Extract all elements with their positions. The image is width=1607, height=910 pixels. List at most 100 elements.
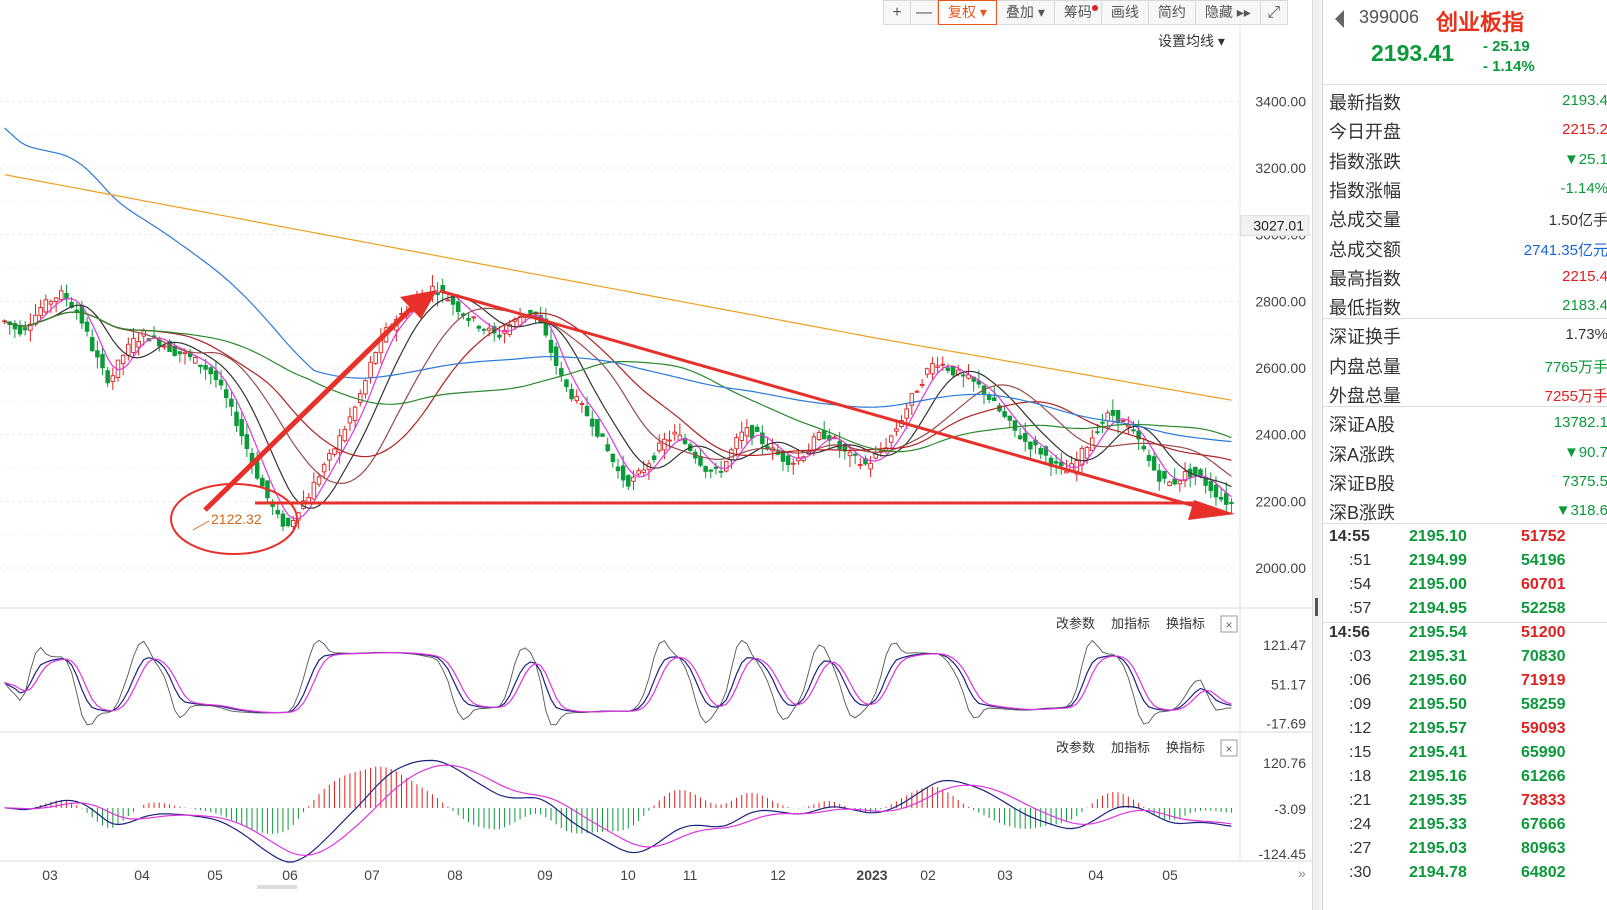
candle-body (1084, 446, 1090, 459)
candle-body (708, 469, 714, 472)
zoom-out-button[interactable]: — (911, 0, 938, 25)
tick-time: :30 (1349, 864, 1372, 881)
candle-body (84, 321, 90, 332)
candle-body (682, 437, 688, 445)
ma20-line (4, 307, 1232, 485)
candle-body (59, 290, 64, 300)
huaxian-button[interactable]: 画线 (1101, 0, 1149, 25)
tick-time: :06 (1349, 672, 1372, 689)
candle-body (579, 403, 585, 405)
quote-header: 399006 创业板指 2193.41 - 25.19 - 1.14% (1323, 0, 1607, 85)
candle-body (290, 520, 296, 527)
stats-label: 最低指数 (1329, 298, 1401, 319)
tick-price: 2194.99 (1409, 552, 1467, 569)
candle-body (729, 449, 734, 461)
candle-body (816, 432, 822, 440)
tick-volume: 64802 (1521, 864, 1566, 881)
candle-body (218, 379, 224, 386)
candle-body (584, 405, 590, 417)
fuquan-button[interactable]: 复权 ▾ (938, 0, 997, 25)
candle-body (564, 379, 569, 388)
candle-body (713, 466, 719, 469)
tick-volume: 61266 (1521, 768, 1566, 785)
quote-panel: 399006 创业板指 2193.41 - 25.19 - 1.14% 最新指数… (1322, 0, 1607, 910)
ind2-tick: 120.76 (1263, 755, 1306, 771)
candle-body (316, 476, 322, 485)
candle-body (631, 476, 636, 482)
candle-body (332, 448, 337, 455)
stats-row: 最新指数 2193.4 (1323, 85, 1607, 114)
jianyue-button[interactable]: 简约 (1148, 0, 1196, 25)
diejia-button[interactable]: 叠加 ▾ (996, 0, 1055, 25)
ind2-close-x: × (1225, 742, 1232, 756)
stats-label: 总成交量 (1329, 210, 1401, 231)
ind1-tick: 51.17 (1271, 677, 1306, 693)
set-ma-label: 设置均线 ▾ (1158, 33, 1225, 49)
scroll-right-icon: » (1298, 865, 1306, 881)
candle-body (641, 469, 647, 474)
tick-volume: 65990 (1521, 744, 1566, 761)
stats-value: 2215.4 (1562, 267, 1607, 285)
yincang-button[interactable]: 隐藏 ▸▸ (1195, 0, 1261, 25)
candle-body (744, 427, 750, 437)
tick-volume: 60701 (1521, 576, 1566, 593)
candle-body (1229, 502, 1234, 504)
x-tick-label: 2023 (856, 867, 887, 883)
tick-volume: 59093 (1521, 720, 1566, 737)
candle-body (95, 350, 100, 358)
candle-body (321, 464, 327, 473)
zoom-in-button[interactable]: + (883, 0, 911, 25)
x-tick-label: 06 (282, 867, 298, 883)
tick-time: :15 (1349, 744, 1372, 761)
candle-body (1120, 420, 1126, 422)
stats-value: 2215.2 (1562, 121, 1607, 139)
candle-body (528, 309, 533, 314)
ind1-control-0: 改参数 (1056, 616, 1095, 631)
candle-body (1198, 469, 1203, 476)
candle-body (1105, 412, 1110, 422)
candle-body (698, 456, 703, 466)
candle-body (1162, 471, 1167, 479)
stats-value: -1.14% (1560, 179, 1607, 197)
stats-value: 13782.1 (1553, 414, 1607, 432)
current-value-box (1240, 215, 1310, 237)
candle-body (450, 295, 456, 305)
kline-chart[interactable]: 2122.32 3400.003200.003000.002800.002600… (0, 0, 1312, 910)
down-arrow-head (1188, 500, 1235, 520)
candle-body (22, 327, 28, 331)
candle-body (791, 462, 796, 465)
panel-divider[interactable] (1312, 0, 1321, 910)
candle-body (234, 411, 239, 427)
stats-row: 深B涨跌 ▼318.6 (1323, 495, 1607, 524)
stats-row: 指数涨跌 ▼25.1 (1323, 144, 1607, 173)
stats-row: 最高指数 2215.4 (1323, 261, 1607, 290)
candle-body (229, 398, 234, 407)
candle-body (486, 327, 492, 331)
expand-icon[interactable]: ⤢ (1260, 0, 1288, 25)
kdj-d-line (4, 652, 1232, 714)
up-arrow-head (400, 290, 437, 319)
back-arrow-icon[interactable] (1335, 10, 1344, 28)
x-tick-label: 12 (770, 867, 786, 883)
y-tick-label: 2800.00 (1255, 293, 1306, 309)
candle-body (1043, 446, 1049, 456)
x-tick-label: 02 (920, 867, 936, 883)
down-arrow-shaft (439, 289, 1206, 511)
candle-body (1110, 409, 1116, 416)
candle-body (244, 434, 250, 450)
candle-body (1141, 445, 1147, 450)
tick-price: 2195.35 (1409, 792, 1467, 809)
candle-body (193, 357, 198, 364)
index-name: 创业板指 (1436, 10, 1525, 35)
ind1-control-1: 加指标 (1111, 616, 1150, 631)
ind2-control-1: 加指标 (1111, 740, 1150, 755)
candle-body (868, 462, 873, 470)
ind2-tick: -3.09 (1274, 801, 1306, 817)
chouma-button[interactable]: 筹码 (1054, 0, 1102, 25)
candle-body (610, 453, 616, 463)
candle-body (1064, 470, 1069, 474)
candle-body (105, 370, 110, 384)
candle-body (574, 396, 580, 402)
tick-row: :54 2195.00 60701 (1323, 573, 1607, 597)
dropdown-arrow-icon: ▾ (979, 4, 987, 20)
